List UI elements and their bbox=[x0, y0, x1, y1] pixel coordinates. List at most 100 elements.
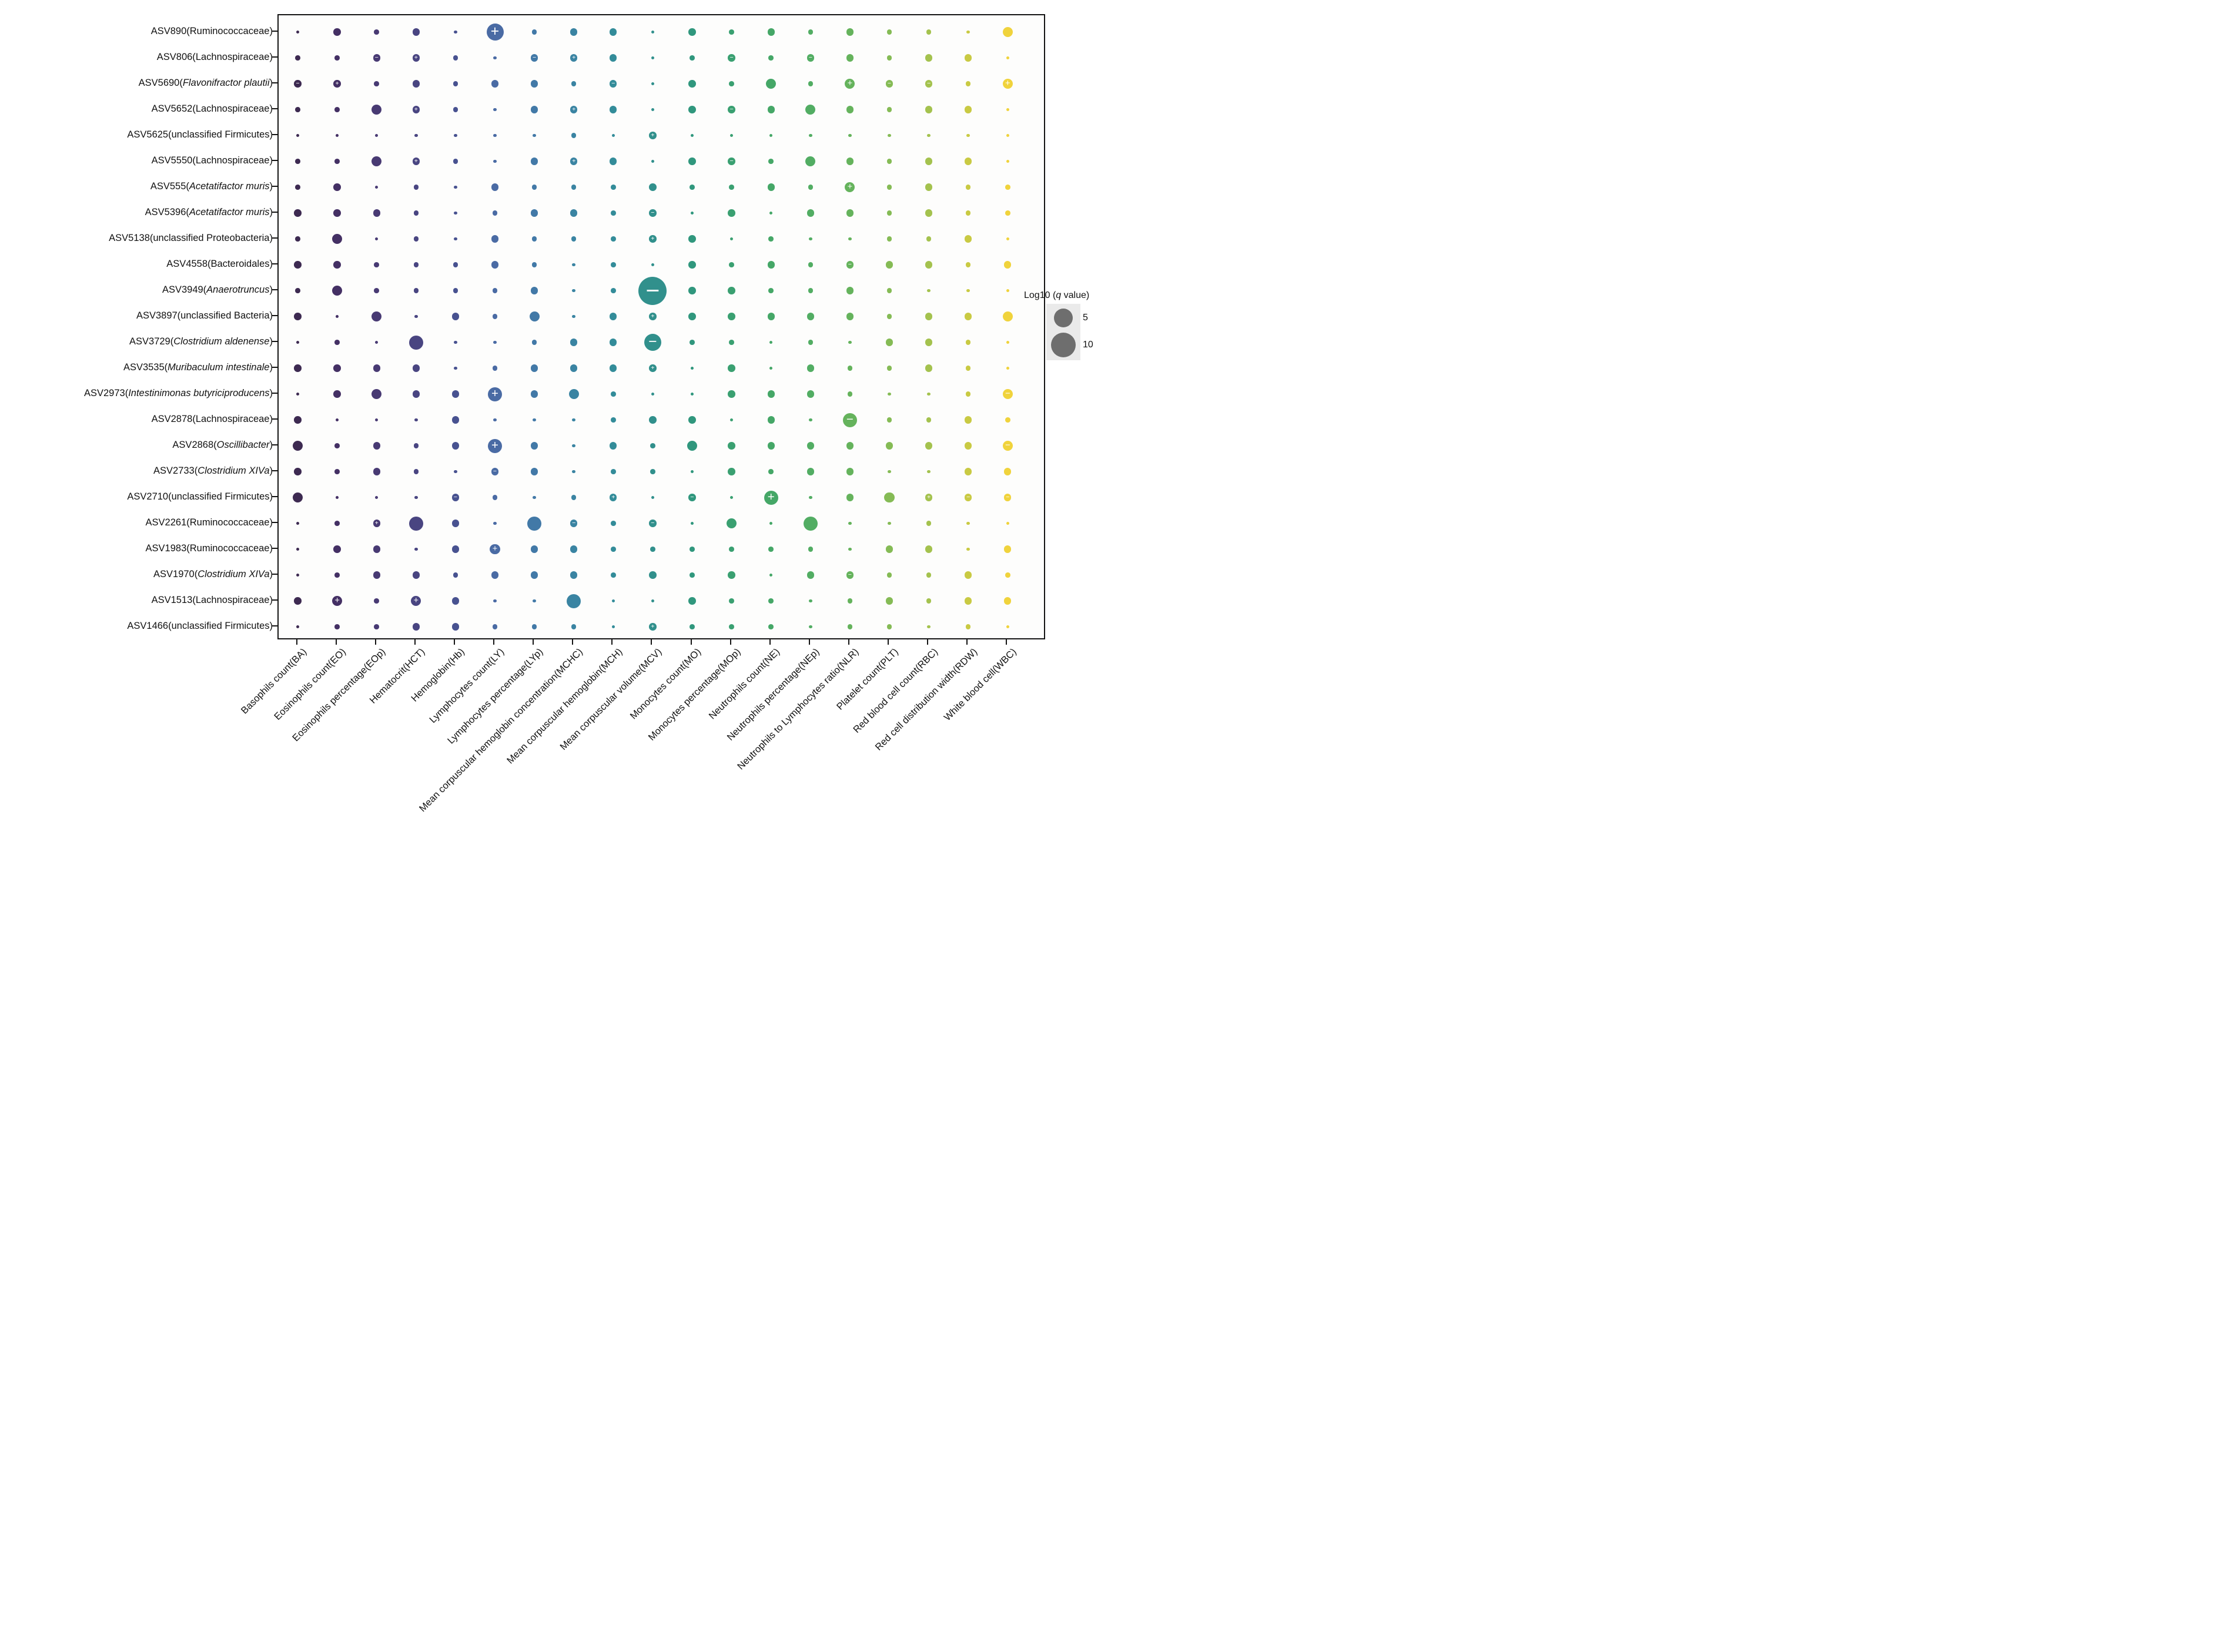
y-axis-tick bbox=[272, 521, 277, 523]
data-dot bbox=[926, 572, 932, 578]
data-dot bbox=[413, 236, 419, 242]
data-dot bbox=[1005, 417, 1010, 423]
data-dot bbox=[374, 237, 379, 241]
data-dot bbox=[530, 390, 538, 398]
data-dot bbox=[806, 364, 814, 372]
data-dot bbox=[413, 262, 419, 267]
data-dot bbox=[965, 235, 972, 243]
data-dot bbox=[965, 597, 972, 605]
taxon-name: Acetatifactor muris bbox=[189, 206, 270, 217]
data-dot-minus: − bbox=[638, 276, 667, 305]
data-dot bbox=[334, 469, 340, 474]
data-dot bbox=[611, 210, 616, 216]
data-dot bbox=[965, 81, 971, 86]
data-dot bbox=[729, 340, 734, 345]
data-dot bbox=[688, 261, 696, 269]
data-dot bbox=[768, 288, 774, 293]
data-dot bbox=[493, 108, 497, 112]
y-axis-tick bbox=[272, 82, 277, 83]
y-tick-label: ASV2710(unclassified Firmicutes) bbox=[127, 491, 273, 502]
data-dot-plus: + bbox=[411, 595, 421, 606]
x-axis-tick bbox=[296, 639, 297, 645]
legend-size-circle bbox=[1054, 309, 1073, 327]
data-dot-plus: + bbox=[649, 132, 657, 139]
taxon-name: unclassified Firmicutes bbox=[171, 491, 270, 502]
plot-area: + − + − + − − − + − + − − + + + − + + + − + − + − − + − + + − − + − − − + − + +… bbox=[277, 14, 1045, 639]
data-dot-minus: − bbox=[649, 209, 657, 217]
y-tick-label: ASV3949(Anaerotruncus) bbox=[162, 284, 273, 295]
data-dot bbox=[491, 261, 499, 269]
x-axis-tick bbox=[1006, 639, 1008, 645]
data-dot bbox=[885, 545, 893, 553]
data-dot bbox=[926, 29, 932, 35]
data-dot bbox=[688, 235, 696, 243]
legend-title-prefix: Log10 ( bbox=[1024, 290, 1056, 300]
data-dot bbox=[294, 209, 302, 217]
data-dot bbox=[1002, 311, 1013, 322]
data-dot bbox=[333, 261, 341, 269]
data-dot bbox=[451, 623, 460, 631]
data-dot-minus: − bbox=[965, 494, 972, 501]
data-dot bbox=[925, 442, 933, 450]
data-dot bbox=[808, 547, 814, 552]
data-dot bbox=[334, 55, 340, 61]
y-tick-label: ASV5625(unclassified Firmicutes) bbox=[127, 129, 273, 140]
data-dot-minus: − bbox=[885, 80, 893, 88]
data-dot bbox=[373, 364, 380, 372]
data-dot bbox=[491, 80, 499, 88]
data-dot bbox=[492, 288, 498, 293]
y-axis-tick bbox=[272, 159, 277, 161]
data-dot bbox=[610, 106, 617, 113]
taxon-name: Lachnospiraceae bbox=[195, 103, 270, 114]
data-dot bbox=[454, 340, 457, 344]
y-tick-label: ASV890(Ruminococcaceae) bbox=[150, 25, 273, 36]
data-dot bbox=[335, 495, 339, 500]
data-dot-minus: − bbox=[806, 54, 814, 62]
data-dot bbox=[966, 30, 970, 34]
taxon-name: Ruminococcaceae bbox=[189, 542, 270, 554]
data-dot bbox=[530, 287, 538, 294]
data-dot bbox=[847, 598, 853, 604]
data-dot bbox=[333, 183, 341, 191]
data-dot bbox=[688, 597, 696, 605]
data-dot bbox=[611, 185, 616, 190]
data-dot bbox=[846, 209, 854, 217]
data-dot bbox=[570, 28, 578, 36]
data-dot bbox=[729, 624, 734, 629]
data-dot bbox=[805, 104, 816, 115]
data-dot-plus: + bbox=[488, 438, 502, 453]
data-dot bbox=[572, 289, 575, 293]
data-dot bbox=[1006, 56, 1010, 60]
legend-title-suffix: value) bbox=[1061, 290, 1090, 300]
data-dot-minus: − bbox=[451, 494, 460, 501]
data-dot bbox=[846, 54, 854, 62]
data-dot-plus: + bbox=[649, 364, 657, 372]
data-dot bbox=[846, 468, 854, 475]
data-dot-plus: + bbox=[649, 235, 657, 243]
data-dot bbox=[965, 313, 972, 320]
taxon-name: unclassified Firmicutes bbox=[171, 620, 270, 631]
data-dot bbox=[650, 469, 655, 474]
data-dot bbox=[451, 390, 460, 398]
y-tick-label: ASV5550(Lachnospiraceae) bbox=[151, 155, 273, 166]
y-tick-label: ASV1983(Ruminococcaceae) bbox=[145, 542, 273, 554]
data-dot bbox=[846, 158, 854, 165]
data-dot bbox=[373, 209, 380, 217]
y-tick-label: ASV806(Lachnospiraceae) bbox=[156, 51, 273, 62]
data-dot bbox=[333, 545, 341, 553]
x-tick-label: Monocytes count(MO) bbox=[628, 646, 704, 722]
data-dot bbox=[846, 287, 854, 294]
y-axis-tick bbox=[272, 444, 277, 445]
data-dot bbox=[729, 418, 734, 422]
data-dot bbox=[611, 391, 616, 397]
data-dot bbox=[848, 237, 852, 241]
data-dot bbox=[611, 521, 616, 526]
data-dot-minus: − bbox=[570, 520, 578, 527]
data-dot bbox=[886, 624, 892, 629]
data-dot-minus: − bbox=[610, 80, 617, 88]
data-dot bbox=[927, 392, 931, 396]
data-dot bbox=[571, 495, 577, 500]
y-tick-label: ASV2973(Intestinimonas butyriciproducens… bbox=[83, 387, 273, 398]
data-dot bbox=[925, 183, 933, 191]
data-dot bbox=[454, 133, 457, 138]
